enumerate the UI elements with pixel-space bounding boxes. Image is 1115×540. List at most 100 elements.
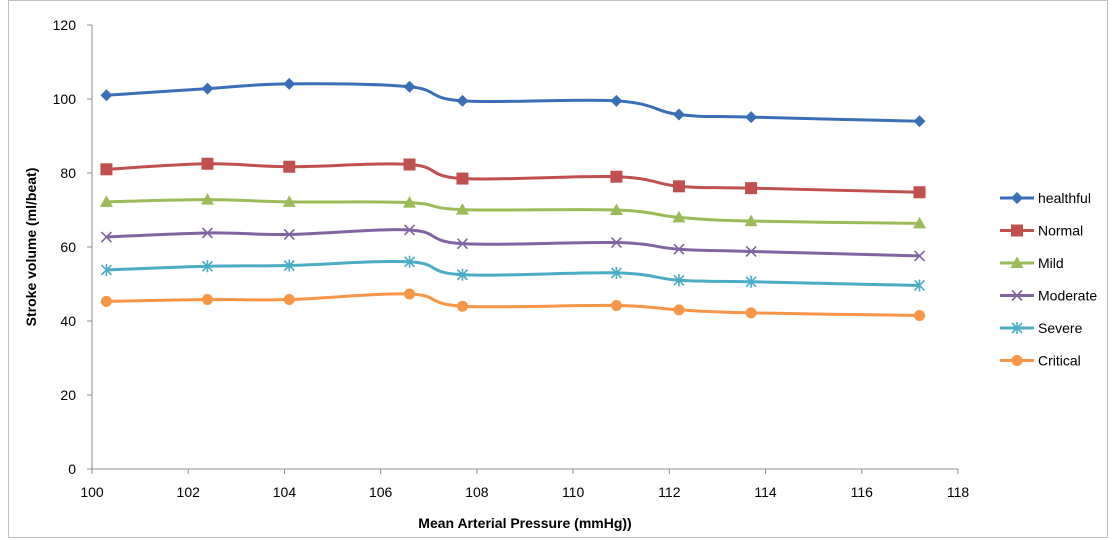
- data-point-severe: [100, 263, 112, 276]
- series-line-severe: [106, 259, 920, 287]
- data-point-mild: [99, 195, 113, 207]
- x-tick-label: 112: [658, 484, 681, 500]
- x-tick-label: 100: [80, 484, 104, 500]
- data-point-severe: [913, 279, 926, 292]
- data-point-normal: [672, 180, 685, 193]
- data-point-moderate: [100, 231, 112, 243]
- series-line-normal: [106, 162, 920, 194]
- data-point-moderate: [913, 250, 926, 262]
- data-point-moderate: [283, 228, 295, 240]
- legend-label: Mild: [1038, 255, 1064, 271]
- data-point-critical: [456, 300, 468, 312]
- x-tick-label: 114: [754, 484, 777, 500]
- x-axis-ticks: 100 102 104 106 108 110 112 114 116 118: [80, 469, 969, 500]
- data-point-healthful: [672, 108, 685, 121]
- x-tick-label: 108: [465, 484, 489, 500]
- y-tick-label: 100: [53, 91, 77, 107]
- data-point-healthful: [745, 111, 758, 124]
- data-point-normal: [456, 172, 469, 185]
- data-point-healthful: [283, 77, 296, 90]
- series-line-critical: [106, 292, 920, 317]
- data-point-mild: [744, 214, 758, 227]
- data-point-mild: [609, 203, 623, 215]
- legend-marker-moderate: [1011, 289, 1023, 302]
- data-point-mild: [913, 216, 927, 229]
- series-layer: [99, 77, 927, 321]
- x-tick-label: 106: [369, 484, 393, 500]
- data-point-healthful: [456, 94, 469, 107]
- legend-item-moderate: Moderate: [1000, 288, 1097, 304]
- data-point-critical: [100, 295, 112, 307]
- legend-label: Critical: [1038, 353, 1081, 369]
- legend-item-critical: Critical: [1000, 353, 1081, 369]
- y-axis-ticks: 0 20 40 60 80 100 120: [53, 17, 92, 477]
- data-point-critical: [201, 294, 213, 306]
- data-point-mild: [282, 195, 296, 207]
- data-point-normal: [403, 158, 416, 171]
- x-axis-title: Mean Arterial Pressure (mmHg)): [418, 515, 631, 531]
- data-point-normal: [201, 157, 214, 170]
- data-point-critical: [283, 294, 295, 306]
- legend-item-mild: Mild: [1000, 255, 1064, 271]
- data-point-normal: [913, 186, 926, 199]
- series-normal: [100, 157, 926, 199]
- data-point-moderate: [673, 243, 685, 255]
- data-point-severe: [403, 255, 416, 268]
- data-point-critical: [673, 304, 685, 316]
- y-tick-label: 20: [60, 387, 76, 403]
- data-point-normal: [283, 160, 296, 173]
- data-point-healthful: [100, 89, 113, 102]
- y-axis-title: Stroke volume (ml/beat): [23, 168, 39, 327]
- series-severe: [100, 255, 926, 292]
- data-point-moderate: [745, 245, 757, 258]
- series-healthful: [100, 77, 926, 128]
- data-point-healthful: [610, 94, 623, 107]
- series-moderate: [100, 224, 926, 262]
- data-point-mild: [200, 193, 214, 205]
- data-point-moderate: [403, 224, 416, 236]
- data-point-severe: [201, 260, 214, 273]
- series-mild: [99, 193, 927, 229]
- data-point-moderate: [456, 238, 469, 250]
- data-point-severe: [283, 259, 295, 272]
- series-line-moderate: [106, 228, 920, 258]
- series-critical: [100, 288, 926, 321]
- legend-marker-normal: [1011, 224, 1023, 237]
- data-point-severe: [610, 266, 622, 279]
- data-point-mild: [403, 196, 417, 208]
- x-tick-label: 104: [273, 484, 297, 500]
- x-tick-label: 110: [562, 484, 585, 500]
- legend-marker-severe: [1011, 322, 1023, 334]
- series-line-mild: [106, 198, 920, 225]
- legend-label: Normal: [1038, 223, 1083, 239]
- x-tick-label: 116: [851, 484, 874, 500]
- data-point-critical: [914, 309, 926, 321]
- data-point-mild: [455, 203, 469, 215]
- data-point-healthful: [403, 80, 416, 93]
- y-tick-label: 80: [60, 165, 76, 181]
- y-tick-label: 40: [60, 313, 76, 329]
- plot-area: 0 20 40 60 80 100 120 100 102 104 106 108 110 112 114…: [53, 17, 970, 500]
- y-tick-label: 120: [53, 17, 77, 33]
- data-point-moderate: [201, 227, 214, 239]
- chart-frame: [8, 0, 1108, 538]
- data-point-critical: [610, 299, 622, 311]
- data-point-severe: [745, 275, 757, 288]
- data-point-mild: [672, 210, 686, 223]
- y-tick-label: 0: [68, 461, 76, 477]
- legend-label: Moderate: [1038, 288, 1097, 304]
- data-point-normal: [610, 170, 623, 183]
- legend-label: Severe: [1038, 320, 1083, 336]
- series-line-healthful: [106, 82, 920, 123]
- x-tick-label: 118: [947, 484, 970, 500]
- legend: healthful Normal Mild Moderate Severe Critica…: [1000, 190, 1097, 369]
- legend-item-severe: Severe: [1000, 320, 1083, 336]
- legend-label: healthful: [1038, 190, 1091, 206]
- legend-marker-mild: [1010, 256, 1024, 268]
- legend-item-normal: Normal: [1000, 223, 1083, 239]
- data-point-critical: [745, 307, 757, 319]
- x-tick-label: 102: [177, 484, 201, 500]
- legend-marker-critical: [1011, 355, 1023, 366]
- data-point-normal: [745, 182, 758, 195]
